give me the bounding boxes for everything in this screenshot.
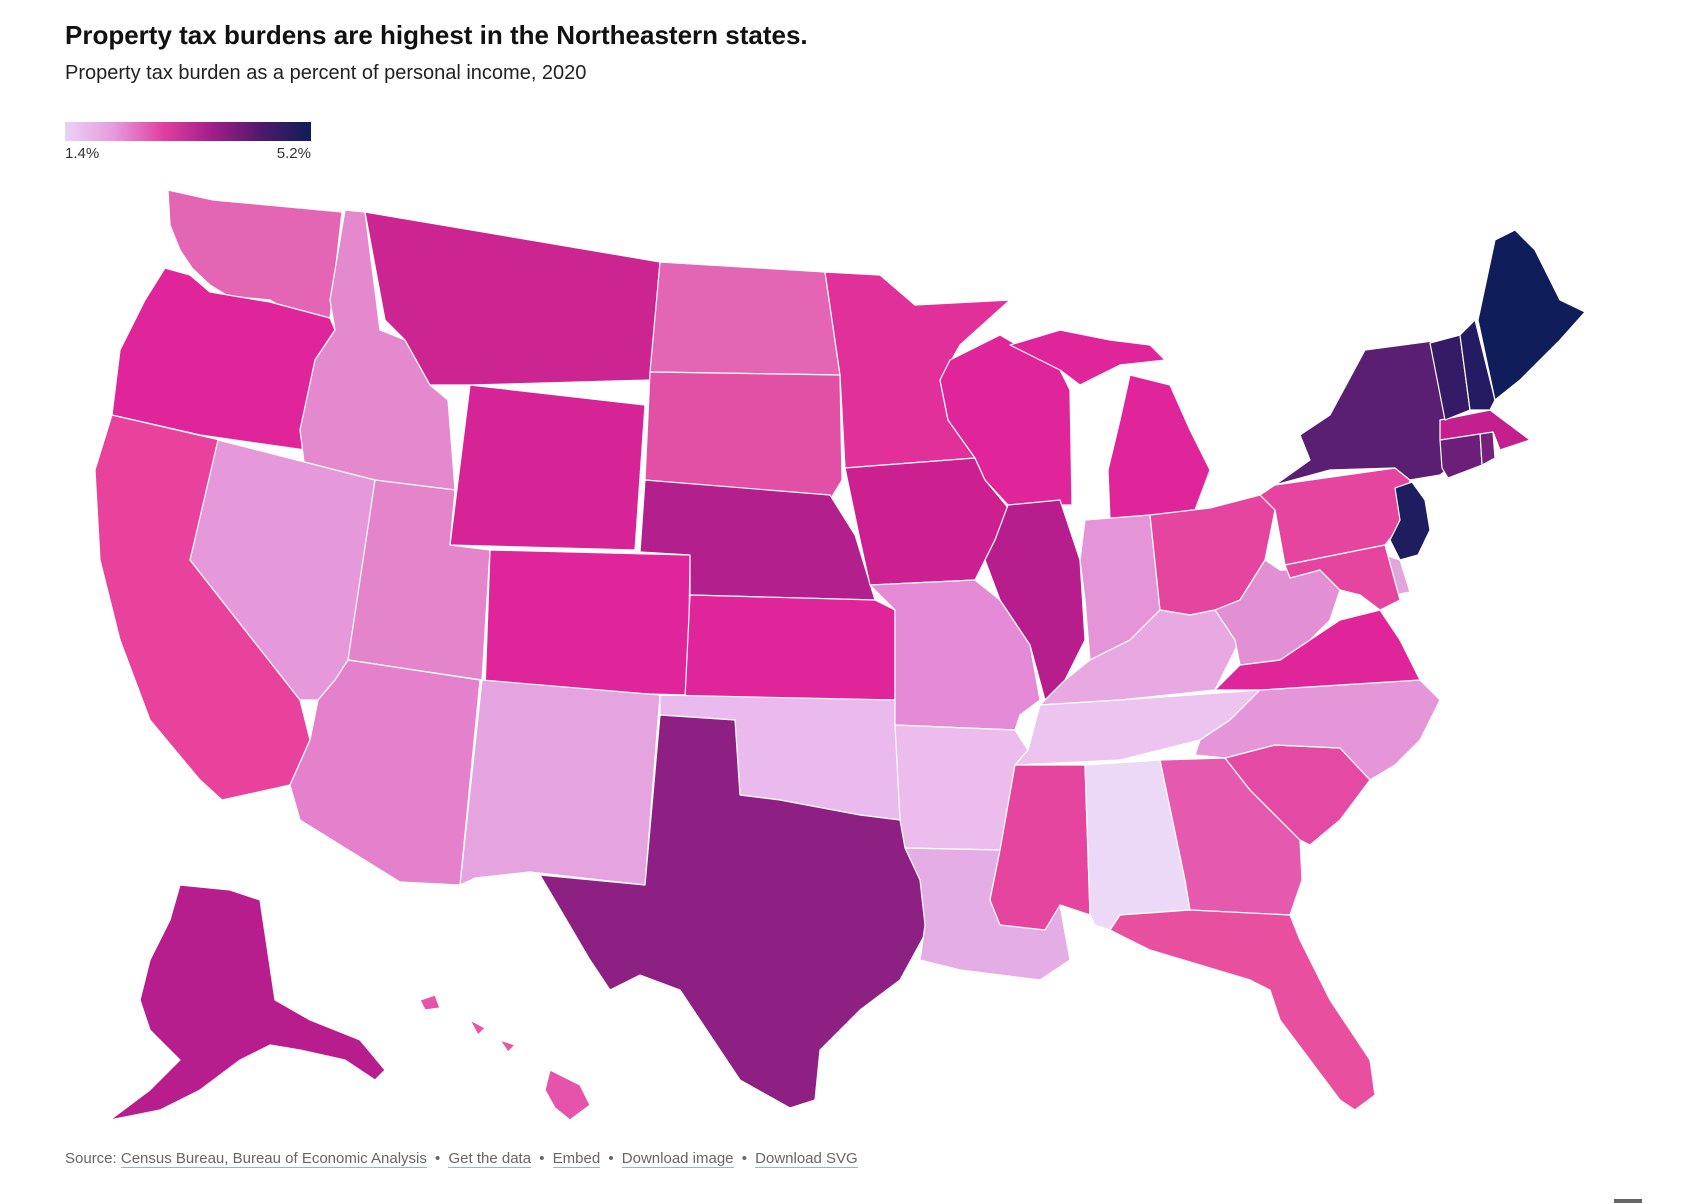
source-prefix: Source: — [65, 1150, 117, 1167]
state-colorado[interactable]: Colorado — [484, 549, 691, 696]
separator: • — [539, 1150, 545, 1167]
source-link[interactable]: Census Bureau, Bureau of Economic Analys… — [120, 1150, 427, 1168]
legend-gradient-bar — [65, 122, 311, 141]
state-new-jersey[interactable]: New Jersey — [1389, 481, 1431, 561]
state-new-york[interactable]: New York — [1274, 339, 1461, 486]
state-rhode-island[interactable]: Rhode Island — [1479, 431, 1496, 466]
state-massachusetts[interactable]: Massachusetts — [1439, 409, 1531, 451]
state-kansas[interactable]: Kansas — [684, 594, 896, 701]
chart-title: Property tax burdens are highest in the … — [65, 20, 808, 50]
legend-min-label: 1.4% — [65, 145, 100, 162]
state-wyoming[interactable]: Wyoming — [449, 384, 646, 551]
state-maryland[interactable]: Maryland — [1284, 544, 1401, 611]
state-arizona[interactable]: Arizona — [289, 659, 481, 886]
color-legend: 1.4% 5.2% — [65, 122, 311, 162]
separator: • — [608, 1150, 614, 1167]
download-image-link[interactable]: Download image — [621, 1150, 734, 1168]
separator: • — [741, 1150, 747, 1167]
legend-max-label: 5.2% — [276, 145, 311, 162]
corner-marker — [1614, 1199, 1642, 1203]
state-alaska[interactable]: Alaska — [109, 884, 386, 1121]
state-hawaii[interactable]: Hawaii — [419, 994, 591, 1121]
download-svg-link[interactable]: Download SVG — [755, 1150, 858, 1168]
chart-subtitle: Property tax burden as a percent of pers… — [65, 62, 587, 84]
source-footer: Source: Census Bureau, Bureau of Economi… — [65, 1150, 858, 1168]
separator: • — [435, 1150, 441, 1167]
state-south-dakota[interactable]: South Dakota — [644, 371, 843, 501]
state-maine[interactable]: Maine — [1477, 229, 1586, 401]
state-texas[interactable]: Texas — [539, 714, 931, 1109]
state-new-hampshire[interactable]: New Hampshire — [1459, 319, 1496, 411]
state-new-mexico[interactable]: New Mexico — [459, 679, 661, 886]
state-west-virginia[interactable]: West Virginia — [1214, 559, 1341, 666]
state-missouri[interactable]: Missouri — [869, 579, 1041, 731]
state-north-dakota[interactable]: North Dakota — [649, 261, 841, 376]
embed-link[interactable]: Embed — [552, 1150, 601, 1168]
state-florida[interactable]: Florida — [1109, 909, 1376, 1111]
get-data-link[interactable]: Get the data — [448, 1150, 532, 1168]
